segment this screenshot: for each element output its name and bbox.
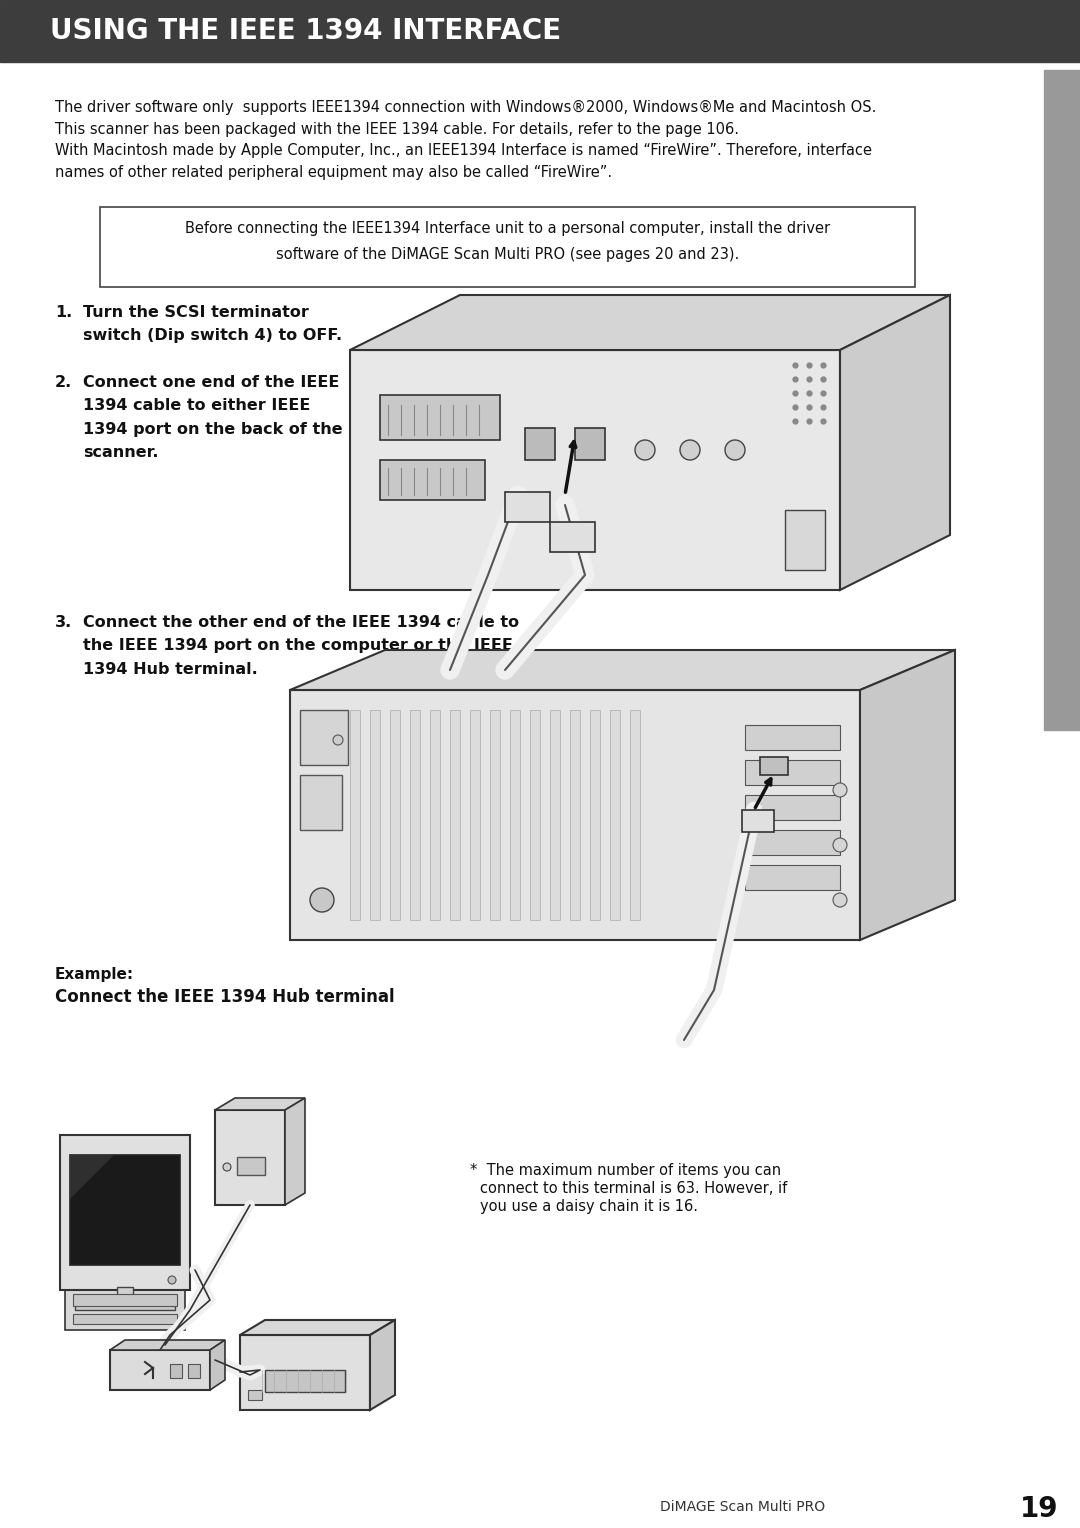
Bar	[745, 724, 840, 750]
Circle shape	[725, 440, 745, 460]
Bar	[110, 1351, 210, 1390]
Bar	[760, 756, 788, 775]
Circle shape	[333, 735, 343, 746]
Bar	[745, 795, 840, 821]
Bar	[745, 759, 840, 785]
Bar	[240, 1335, 370, 1410]
Bar	[610, 711, 620, 920]
Text: software of the DiMAGE Scan Multi PRO (see pages 20 and 23).: software of the DiMAGE Scan Multi PRO (s…	[275, 248, 739, 261]
Polygon shape	[210, 1340, 225, 1390]
Bar	[73, 1294, 177, 1306]
Bar	[380, 460, 485, 500]
Bar	[525, 428, 555, 460]
Circle shape	[833, 837, 847, 853]
Text: DiMAGE Scan Multi PRO: DiMAGE Scan Multi PRO	[660, 1500, 825, 1514]
Polygon shape	[70, 1155, 114, 1199]
Bar	[505, 492, 550, 523]
Text: connect to this terminal is 63. However, if: connect to this terminal is 63. However,…	[480, 1181, 787, 1196]
Bar	[590, 711, 600, 920]
Circle shape	[222, 1163, 231, 1170]
Bar	[430, 711, 440, 920]
Polygon shape	[215, 1099, 305, 1109]
Bar	[630, 711, 640, 920]
Bar	[73, 1314, 177, 1323]
Circle shape	[310, 888, 334, 912]
Text: Turn the SCSI terminator
switch (Dip switch 4) to OFF.: Turn the SCSI terminator switch (Dip swi…	[83, 306, 342, 344]
Bar	[390, 711, 400, 920]
Text: 1.: 1.	[55, 306, 72, 319]
Bar	[300, 775, 342, 830]
Text: Connect one end of the IEEE
1394 cable to either IEEE
1394 port on the back of t: Connect one end of the IEEE 1394 cable t…	[83, 374, 342, 460]
Bar	[237, 1157, 265, 1175]
Polygon shape	[370, 1320, 395, 1410]
Circle shape	[168, 1276, 176, 1284]
Text: 2.: 2.	[55, 374, 72, 390]
Bar	[785, 510, 825, 570]
Bar	[510, 711, 519, 920]
Bar	[745, 830, 840, 856]
Bar	[490, 711, 500, 920]
Bar	[265, 1371, 345, 1392]
Bar	[300, 711, 348, 766]
Text: you use a daisy chain it is 16.: you use a daisy chain it is 16.	[480, 1199, 698, 1215]
Bar	[60, 1135, 190, 1290]
Text: Connect the IEEE 1394 Hub terminal: Connect the IEEE 1394 Hub terminal	[55, 989, 394, 1005]
Bar	[170, 1365, 183, 1378]
Text: Before connecting the IEEE1394 Interface unit to a personal computer, install th: Before connecting the IEEE1394 Interface…	[185, 222, 831, 235]
Bar	[450, 711, 460, 920]
Polygon shape	[285, 1099, 305, 1206]
Bar	[575, 428, 605, 460]
Bar	[188, 1365, 200, 1378]
Bar	[742, 810, 774, 833]
Bar	[550, 523, 595, 552]
Polygon shape	[840, 295, 950, 590]
Bar	[550, 711, 561, 920]
Bar	[530, 711, 540, 920]
Text: 3.: 3.	[55, 614, 72, 630]
Bar	[70, 1155, 180, 1265]
Bar	[370, 711, 380, 920]
Polygon shape	[110, 1340, 225, 1351]
Bar	[215, 1109, 285, 1206]
Text: USING THE IEEE 1394 INTERFACE: USING THE IEEE 1394 INTERFACE	[50, 17, 562, 44]
Bar	[380, 396, 500, 440]
Bar	[291, 691, 860, 940]
Circle shape	[833, 892, 847, 908]
Text: The driver software only  supports IEEE1394 connection with Windows®2000, Window: The driver software only supports IEEE13…	[55, 99, 876, 180]
Bar	[350, 350, 840, 590]
Bar	[410, 711, 420, 920]
Text: 19: 19	[1020, 1494, 1058, 1523]
Polygon shape	[240, 1320, 395, 1335]
Bar	[65, 1288, 185, 1329]
Bar	[117, 1287, 133, 1305]
Bar	[570, 711, 580, 920]
Polygon shape	[291, 649, 955, 691]
Polygon shape	[350, 295, 950, 350]
Circle shape	[833, 782, 847, 798]
Bar	[470, 711, 480, 920]
Bar	[745, 865, 840, 889]
Bar	[0, 0, 1080, 63]
Circle shape	[680, 440, 700, 460]
Bar	[100, 206, 915, 287]
Bar	[1044, 70, 1080, 730]
Text: Connect the other end of the IEEE 1394 cable to
the IEEE 1394 port on the comput: Connect the other end of the IEEE 1394 c…	[83, 614, 519, 677]
Polygon shape	[860, 649, 955, 940]
Bar	[350, 711, 360, 920]
Circle shape	[635, 440, 654, 460]
Bar	[248, 1390, 262, 1400]
Bar	[75, 1302, 175, 1309]
Text: *  The maximum number of items you can: * The maximum number of items you can	[470, 1163, 781, 1178]
Text: Example:: Example:	[55, 967, 134, 983]
